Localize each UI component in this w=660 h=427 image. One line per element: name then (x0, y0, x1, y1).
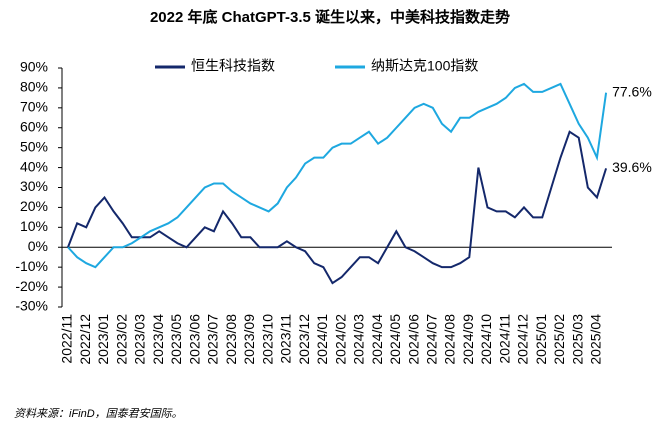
x-tick-label: 2023/06 (186, 314, 202, 365)
series-line (67, 130, 608, 285)
legend-label: 纳斯达克100指数 (371, 58, 478, 74)
x-tick-label: 2024/10 (478, 314, 494, 365)
source-note: 资料来源：iFinD，国泰君安国际。 (14, 407, 183, 420)
x-tick-label: 2023/09 (241, 314, 257, 365)
x-tick-label: 2023/05 (168, 314, 184, 365)
value-label: 39.6% (612, 159, 652, 175)
x-tick-label: 2024/01 (314, 314, 330, 365)
y-tick-label: -20% (15, 278, 48, 294)
x-tick-label: 2023/10 (259, 314, 275, 365)
y-tick-label: -30% (15, 298, 48, 314)
y-tick-label: 10% (20, 218, 48, 234)
y-tick-label: -10% (15, 258, 48, 274)
x-tick-label: 2025/01 (533, 314, 549, 365)
x-tick-label: 2024/12 (515, 314, 531, 365)
x-tick-label: 2024/03 (351, 314, 367, 365)
x-tick-label: 2022/11 (59, 314, 75, 364)
y-tick-label: 50% (20, 138, 48, 154)
x-tick-label: 2024/06 (405, 314, 421, 365)
x-tick-label: 2024/05 (387, 314, 403, 365)
x-tick-label: 2023/01 (95, 314, 111, 365)
y-tick-label: 60% (20, 118, 48, 134)
chart-title: 2022 年底 ChatGPT-3.5 诞生以来，中美科技指数走势 (150, 8, 510, 26)
y-tick-label: 70% (20, 99, 48, 115)
x-tick-label: 2023/12 (296, 314, 312, 365)
x-tick-label: 2024/08 (442, 314, 458, 365)
x-tick-label: 2024/09 (460, 314, 476, 365)
x-tick-label: 2025/02 (551, 314, 567, 365)
x-tick-label: 2023/11 (278, 314, 294, 364)
x-tick-label: 2024/07 (424, 314, 440, 365)
x-tick-label: 2023/04 (150, 314, 166, 365)
x-tick-label: 2023/02 (113, 314, 129, 365)
y-tick-label: 0% (28, 238, 48, 254)
x-tick-label: 2024/02 (332, 314, 348, 365)
y-tick-label: 90% (20, 59, 48, 75)
y-tick-label: 80% (20, 79, 48, 95)
x-tick-label: 2023/07 (205, 314, 221, 365)
x-tick-label: 2023/08 (223, 314, 239, 365)
y-tick-label: 20% (20, 198, 48, 214)
legend-label: 恒生科技指数 (191, 58, 275, 74)
y-tick-label: 40% (20, 158, 48, 174)
x-tick-label: 2024/04 (369, 314, 385, 365)
x-tick-label: 2025/03 (569, 314, 585, 365)
x-tick-label: 2024/11 (496, 314, 512, 364)
y-tick-label: 30% (20, 178, 48, 194)
x-tick-label: 2025/04 (588, 314, 604, 365)
x-tick-label: 2023/03 (132, 314, 148, 365)
series-line (67, 82, 608, 269)
x-tick-label: 2022/12 (77, 314, 93, 365)
value-label: 77.6% (612, 83, 652, 99)
